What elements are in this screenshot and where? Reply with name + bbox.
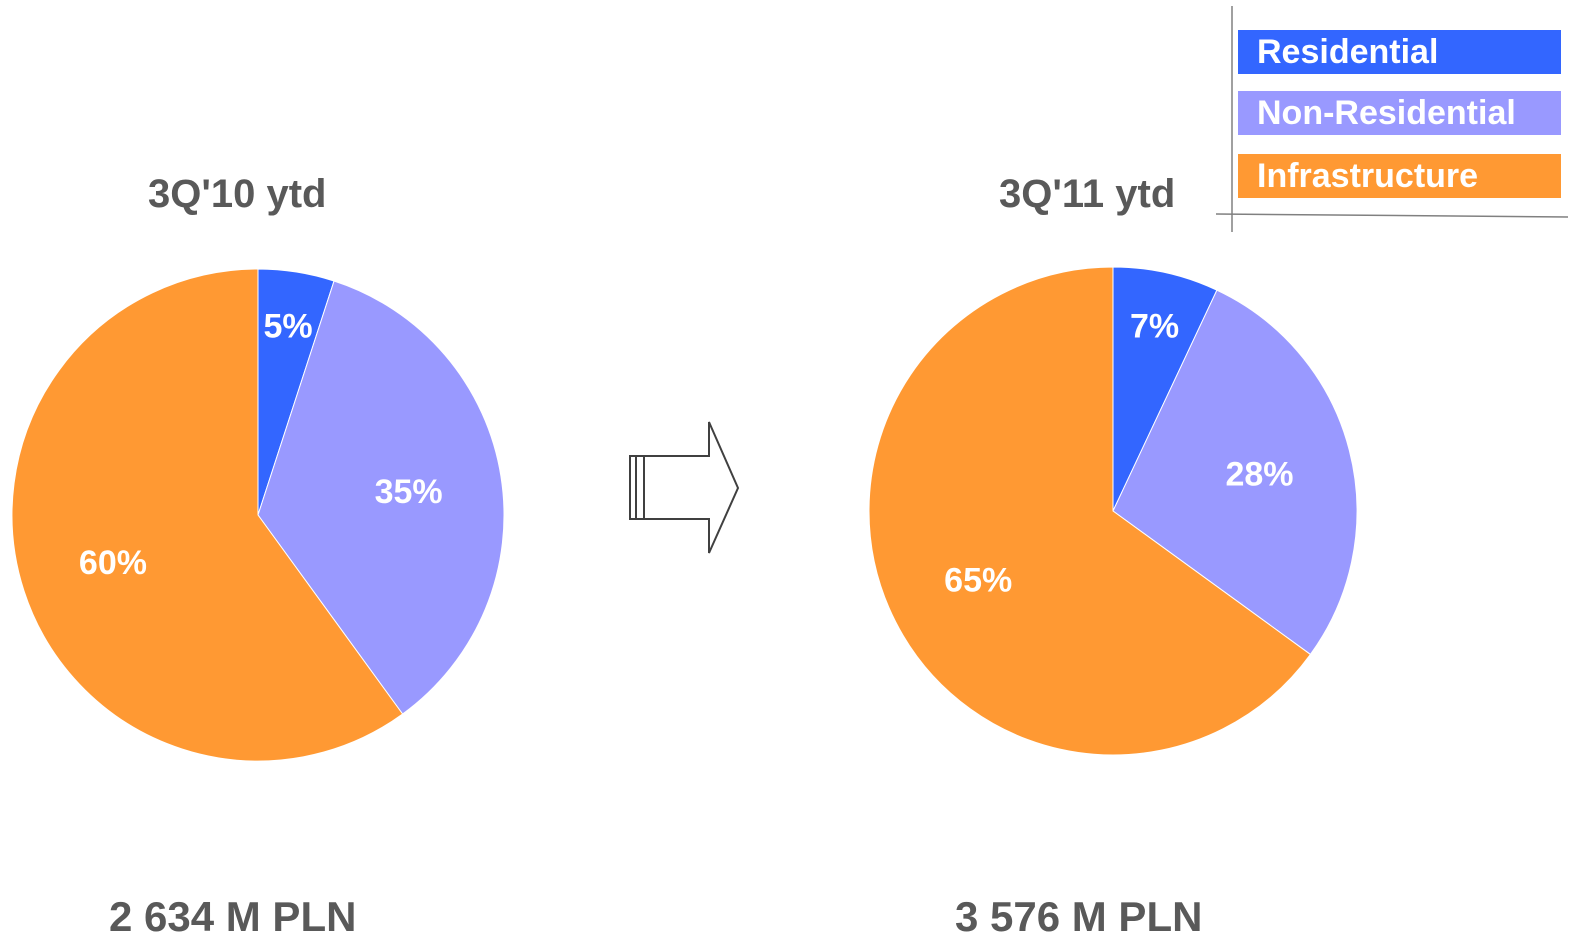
legend-item-infrastructure: Infrastructure [1238, 154, 1561, 198]
pie-slice-non-residential [1112, 289, 1358, 656]
pie-slice-non-residential [257, 280, 505, 715]
legend-frame [1215, 6, 1569, 232]
legend-item-residential: Residential [1238, 30, 1561, 74]
pie-chart-3q10: 5% 35% 60% [11, 268, 505, 762]
pie-slice-label: 35% [375, 473, 443, 511]
pie-slice-label: 7% [1130, 307, 1179, 345]
pie-slice-label: 5% [263, 307, 312, 345]
chart-title-3q11: 3Q'11 ytd [999, 172, 1176, 216]
legend-item-non-residential: Non-Residential [1238, 91, 1561, 135]
pie-slice-label: 65% [944, 562, 1012, 600]
pie-slice-infrastructure [868, 266, 1312, 756]
pie-slice-label: 60% [79, 544, 147, 582]
chart-title-3q10: 3Q'10 ytd [148, 172, 327, 216]
pie-chart-3q11: 7% 28% 65% [868, 266, 1358, 756]
pie-slice-residential [1112, 266, 1218, 512]
pie-slice-infrastructure [11, 268, 404, 762]
pie-slice-label: 28% [1225, 455, 1293, 493]
total-3q10: 2 634 M PLN [109, 893, 357, 940]
right-arrow-icon [629, 421, 740, 554]
total-3q11: 3 576 M PLN [955, 893, 1203, 940]
